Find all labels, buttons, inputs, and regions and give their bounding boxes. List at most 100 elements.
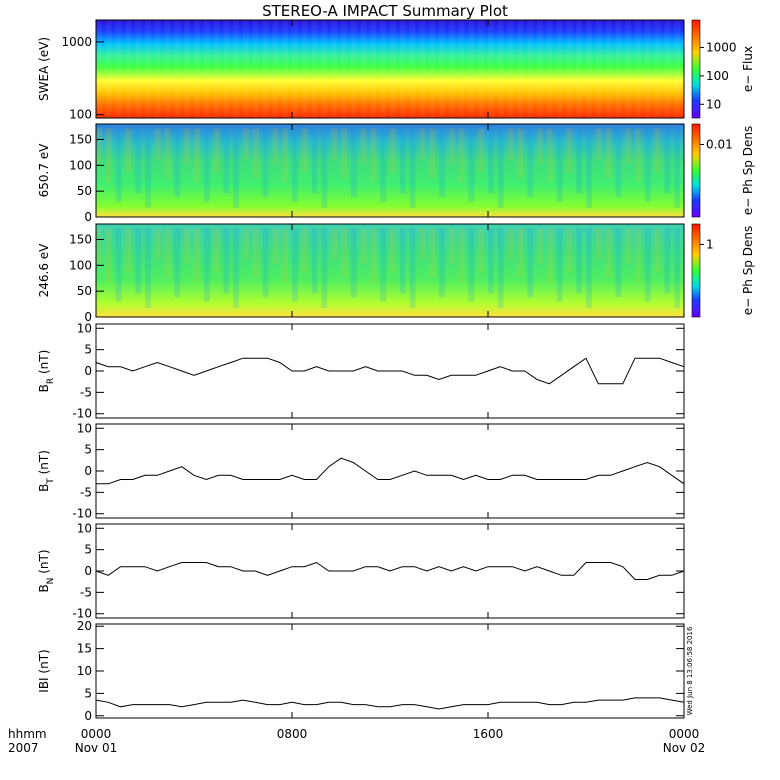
heatmap-streak — [537, 128, 543, 164]
y-axis-label: SWEA (eV) — [37, 37, 51, 101]
heatmap-streak — [341, 20, 347, 118]
heatmap-streak — [546, 228, 553, 283]
heatmap-streak — [517, 20, 524, 118]
heatmap-streak — [125, 128, 132, 173]
y-axis-label: BR (nT) — [37, 350, 56, 393]
timestamp: Wed Jun 8 13:06:58 2016 — [686, 626, 694, 715]
y-tick-label: -5 — [80, 585, 92, 599]
heatmap-streak — [321, 228, 328, 308]
panel-4: 10 5 0 -5 -10 BR (nT) — [37, 321, 685, 421]
heatmap-streak — [488, 128, 494, 194]
x-tick-label: 0800 — [277, 727, 308, 741]
heatmap-streak — [135, 20, 142, 118]
y-tick-label: 0 — [84, 210, 92, 224]
heatmap-streak — [233, 20, 240, 118]
heatmap-streak — [213, 128, 220, 173]
heatmap-streak — [527, 20, 534, 118]
heatmap-streak — [615, 20, 622, 118]
y-axis-label: 246.6 eV — [37, 243, 51, 298]
heatmap-streak — [105, 228, 112, 283]
heatmap-streak — [360, 128, 367, 164]
heatmap-streak — [429, 128, 436, 178]
heatmap-streak — [635, 20, 641, 118]
panel-6: 10 5 0 -5 -10 BN (nT) — [37, 521, 685, 621]
heatmap-streak — [507, 228, 514, 260]
heatmap-streak — [252, 228, 259, 278]
y-tick-label: 0 — [84, 564, 92, 578]
y-tick-label: 50 — [77, 284, 92, 298]
heatmap-streak — [292, 228, 298, 302]
heatmap-streak — [350, 128, 357, 198]
heatmap-streak — [331, 228, 338, 260]
heatmap-streak — [625, 128, 632, 164]
heatmap-streak — [644, 20, 651, 118]
heatmap-streak — [654, 128, 661, 173]
heatmap-streak — [243, 20, 249, 118]
heatmap-streak — [311, 128, 318, 194]
heatmap-streak — [311, 20, 318, 118]
heatmap-streak — [164, 20, 171, 118]
heatmap-streak — [311, 228, 318, 294]
heatmap-streak — [537, 228, 543, 264]
heatmap-streak — [439, 20, 445, 118]
heatmap-streak — [350, 20, 357, 118]
heatmap-streak — [439, 228, 445, 298]
x-tick-label: 0000 — [669, 727, 700, 741]
heatmap-streak — [448, 228, 455, 264]
heatmap-streak — [399, 20, 406, 118]
heatmap-streak — [282, 20, 289, 118]
panel-frame — [95, 623, 685, 719]
y-tick-label: 5 — [84, 686, 92, 700]
heatmap-streak — [370, 128, 377, 183]
heatmap-streak — [586, 128, 592, 208]
panel-frame — [95, 423, 685, 519]
heatmap-streak — [625, 228, 632, 264]
panel-frame — [95, 19, 685, 119]
heatmap-streak — [664, 20, 671, 118]
y-tick-label: 10 — [77, 321, 92, 335]
heatmap-streak — [272, 228, 279, 264]
series-line — [95, 357, 685, 385]
y-tick-label: 0 — [84, 709, 92, 723]
y-tick-label: 15 — [77, 642, 92, 656]
heatmap-streak — [96, 128, 102, 164]
heatmap-streak — [184, 128, 191, 164]
heatmap-streak — [262, 128, 269, 198]
heatmap-streak — [203, 228, 210, 302]
heatmap-streak — [527, 228, 534, 298]
heatmap-streak — [576, 20, 583, 118]
panel-5: 10 5 0 -5 -10 BT (nT) — [37, 421, 685, 521]
heatmap-streak — [595, 128, 602, 160]
colorbar-label: e− Ph Sp Dens — [741, 126, 755, 215]
heatmap-streak — [96, 228, 102, 264]
heatmap-streak — [419, 128, 426, 160]
heatmap-streak — [595, 20, 602, 118]
heatmap-streak — [448, 128, 455, 164]
heatmap-streak — [409, 128, 416, 208]
panel-7: 20 15 10 5 0 IBI (nT) — [37, 619, 685, 723]
heatmap-streak — [419, 228, 426, 260]
heatmap-streak — [331, 128, 338, 160]
heatmap-streak — [488, 228, 494, 294]
heatmap-streak — [252, 20, 259, 118]
y-tick-label: 10 — [77, 664, 92, 678]
x-tick-label: 0000 — [81, 727, 112, 741]
heatmap-streak — [135, 128, 142, 194]
heatmap-streak — [125, 20, 132, 118]
panel-frame — [95, 223, 685, 318]
heatmap-streak — [272, 128, 279, 164]
heatmap-streak — [644, 128, 651, 202]
heatmap-streak — [203, 128, 210, 202]
heatmap-streak — [380, 128, 387, 202]
heatmap-streak — [566, 128, 573, 173]
heatmap-streak — [105, 20, 112, 118]
y-tick-label: 100 — [69, 258, 92, 272]
heatmap-streak — [341, 228, 347, 278]
heatmap-streak — [164, 228, 171, 278]
heatmap-streak — [370, 228, 377, 283]
y-tick-label: 1000 — [61, 35, 92, 49]
heatmap-streak — [282, 228, 289, 283]
series-line — [95, 697, 685, 710]
heatmap-streak — [468, 228, 475, 302]
heatmap-streak — [409, 228, 416, 308]
